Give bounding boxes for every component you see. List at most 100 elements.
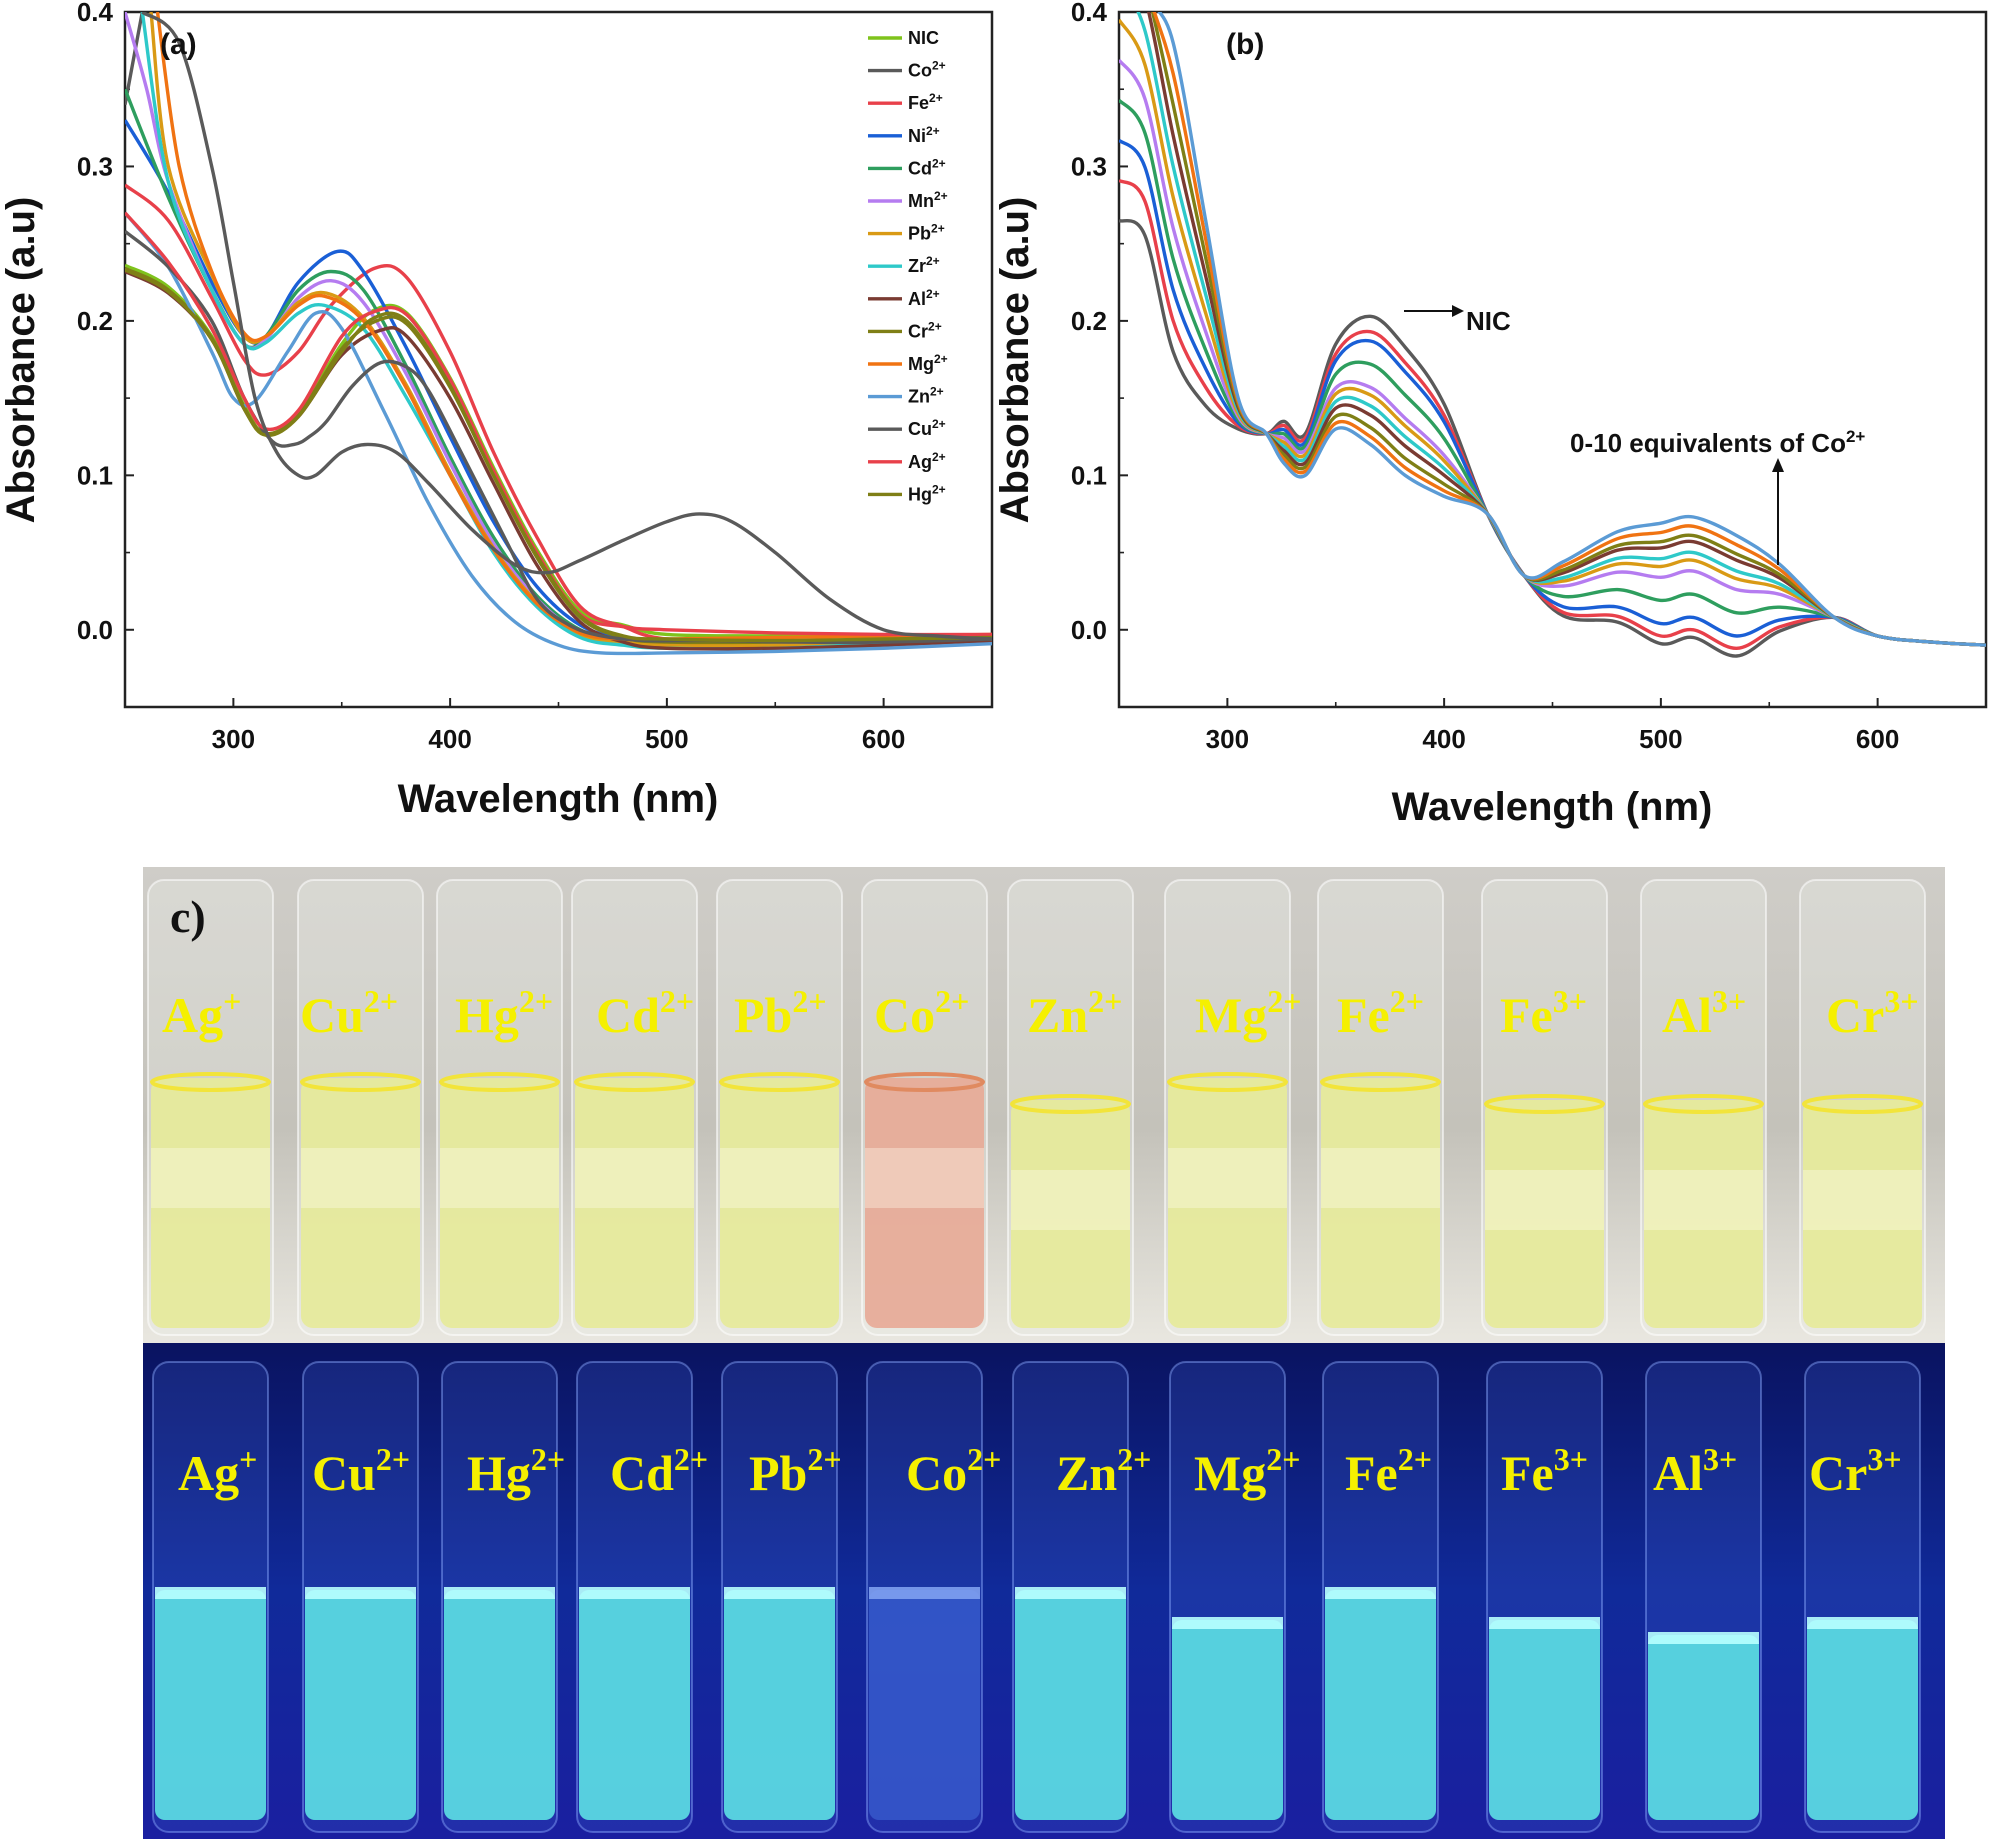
uv-meniscus: [1489, 1617, 1600, 1629]
vial-solution: [720, 1078, 839, 1328]
panel-b-label: (b): [1226, 28, 1264, 61]
ion-label: Fe3+: [1500, 983, 1587, 1043]
reflection-band: [1011, 1170, 1130, 1230]
legend-label: Ni2+: [908, 124, 940, 146]
meniscus: [300, 1072, 421, 1092]
plot-frame-a: [123, 10, 994, 709]
uv-solution: [869, 1590, 980, 1820]
ion-label: Fe3+: [1501, 1441, 1588, 1501]
reflection-band: [1485, 1170, 1604, 1230]
ion-label: Hg2+: [455, 983, 553, 1043]
panel-b-titration-chart: 300 400 500 600 0.0 0.1 0.2 0.3 0.4 (b) Waveleng…: [993, 0, 1988, 829]
y-tick-label: 0.3: [77, 151, 113, 181]
meniscus: [439, 1072, 560, 1092]
legend-label: Cr2+: [908, 319, 942, 341]
panel-a-label: (a): [160, 28, 197, 61]
uv-solution: [1648, 1635, 1759, 1820]
series-line-mg2-: [155, 12, 992, 642]
legend-label: Ag2+: [908, 450, 946, 472]
ion-label: Ag+: [162, 983, 241, 1043]
x-tick-label: 600: [862, 724, 905, 754]
legend-label: Zn2+: [908, 385, 944, 407]
y-tick-label: 0.2: [77, 306, 113, 336]
vial-solution: [1011, 1100, 1130, 1328]
ion-label: Cr3+: [1809, 1441, 1902, 1501]
titration-line-8: [1150, 12, 1986, 647]
legend-label: Zr2+: [908, 254, 940, 276]
vial-solution: [1803, 1100, 1922, 1328]
reflection-band: [1168, 1148, 1287, 1208]
vial-photo-uv: Ag+ Cu2+ Hg2+ Cd2+ Pb2+ Co2+ Zn2+ Mg2+ Fe2+ Fe3+ A…: [143, 1343, 1945, 1839]
ion-label: Zn2+: [1027, 983, 1122, 1043]
titration-line-5: [1119, 18, 1986, 647]
ion-label: Cu2+: [300, 983, 398, 1043]
series-line-zn2-: [125, 211, 992, 656]
vial-solution: [301, 1078, 420, 1328]
uv-solution: [155, 1590, 266, 1820]
series-line-cd2-: [125, 88, 992, 648]
series-line-co2-spectrum: [141, 12, 992, 641]
meniscus: [1010, 1094, 1131, 1114]
uv-solution: [305, 1590, 416, 1820]
ion-label: Cr3+: [1826, 983, 1919, 1043]
uv-meniscus: [1807, 1617, 1918, 1629]
meniscus: [1802, 1094, 1923, 1114]
uv-meniscus: [444, 1587, 555, 1599]
uv-meniscus: [579, 1587, 690, 1599]
ion-label: Pb2+: [749, 1441, 842, 1501]
reflection-band: [151, 1148, 270, 1208]
series-line-hg2-: [125, 268, 992, 643]
legend-label: Mg2+: [908, 352, 948, 374]
titration-line-4: [1119, 58, 1986, 647]
reflection-band: [301, 1148, 420, 1208]
y-tick-label: 0.0: [77, 615, 113, 645]
uv-solution: [1172, 1620, 1283, 1820]
series-line-cu2-: [125, 229, 992, 645]
reflection-band: [720, 1148, 839, 1208]
y-tick-label: 0.3: [1071, 151, 1107, 181]
titration-line-10: [1157, 12, 1986, 647]
titration-line-3: [1119, 98, 1986, 647]
series-line-fe2-: [125, 183, 992, 645]
x-tick-label: 400: [1422, 724, 1465, 754]
ion-label: Fe2+: [1337, 983, 1424, 1043]
x-tick-label: 300: [1206, 724, 1249, 754]
nic-annotation: NIC: [1404, 305, 1511, 336]
y-tick-label: 0.4: [1071, 0, 1108, 27]
series-line-nic: [125, 263, 992, 638]
ion-label: Al3+: [1662, 983, 1746, 1043]
uv-meniscus: [155, 1587, 266, 1599]
reflection-band: [1803, 1170, 1922, 1230]
x-tick-label: 500: [645, 724, 688, 754]
legend-label: Fe2+: [908, 91, 943, 113]
y-tick-label: 0.1: [1071, 460, 1107, 490]
titration-annotation: 0-10 equivalents of Co2+: [1570, 427, 1865, 565]
x-axis-title-a: Wavelength (nm): [398, 777, 719, 821]
y-tick-label: 0.4: [77, 0, 114, 27]
y-tick-label: 0.1: [77, 460, 113, 490]
ion-label: Cd2+: [610, 1441, 708, 1501]
legend-label: Cd2+: [908, 156, 946, 178]
y-tick-label: 0.2: [1071, 306, 1107, 336]
uv-solution: [724, 1590, 835, 1820]
uv-solution: [1015, 1590, 1126, 1820]
ion-label: Mg2+: [1194, 1441, 1300, 1501]
titration-line-2: [1119, 138, 1986, 647]
y-axis-title-a: Absorbance (a.u): [0, 197, 43, 524]
series-line-mn2-: [125, 12, 992, 648]
ion-label: Cd2+: [596, 983, 694, 1043]
vial-solution: [575, 1078, 694, 1328]
ion-label: Ag+: [178, 1441, 257, 1501]
meniscus: [1167, 1072, 1288, 1092]
meniscus: [719, 1072, 840, 1092]
vial-solution: [1485, 1100, 1604, 1328]
ion-label: Co2+: [874, 983, 969, 1043]
uv-solution: [1489, 1620, 1600, 1820]
uv-meniscus: [869, 1587, 980, 1599]
vial-solution: [1644, 1100, 1763, 1328]
legend-label: Hg2+: [908, 482, 946, 504]
titration-annotation-label: 0-10 equivalents of Co2+: [1570, 427, 1865, 458]
reflection-band: [1321, 1148, 1440, 1208]
uv-meniscus: [1325, 1587, 1436, 1599]
